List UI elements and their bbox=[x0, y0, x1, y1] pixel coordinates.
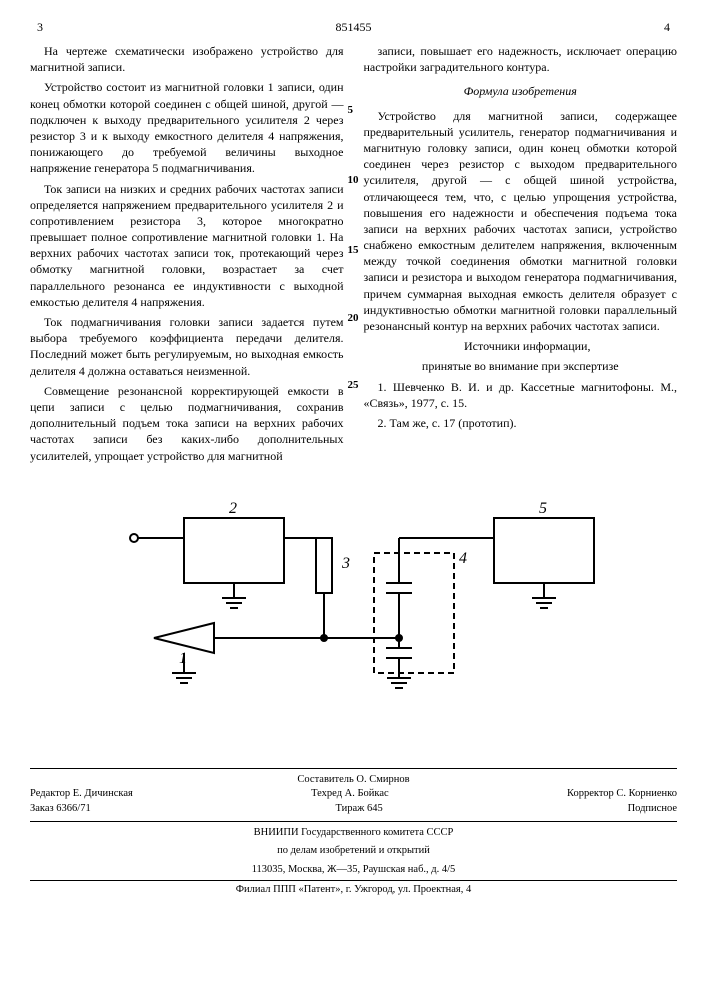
paragraph: На чертеже схематически изображено устро… bbox=[30, 43, 344, 75]
editor-label: Редактор Е. Дичинская bbox=[30, 787, 133, 802]
input-terminal-icon bbox=[130, 534, 138, 542]
org-line: по делам изобретений и открытий bbox=[30, 844, 677, 859]
paragraph: записи, повышает его надежность, исключа… bbox=[364, 43, 678, 75]
compiler-line: Составитель О. Смирнов bbox=[30, 773, 677, 788]
header-row: 3 851455 4 bbox=[30, 20, 677, 35]
left-column: На чертеже схематически изображено устро… bbox=[30, 43, 344, 468]
corrector-label: Корректор С. Корниенко bbox=[567, 787, 677, 802]
line-number: 5 bbox=[348, 103, 354, 118]
diagram-label: 2 bbox=[229, 500, 237, 517]
paragraph: Устройство для магнитной записи, содержа… bbox=[364, 108, 678, 335]
block-2 bbox=[184, 518, 284, 583]
source-item: 2. Там же, с. 17 (прототип). bbox=[364, 415, 678, 431]
org-line: ВНИИПИ Государственного комитета СССР bbox=[30, 826, 677, 841]
diagram-label: 3 bbox=[341, 555, 350, 572]
circuit-diagram: 1 2 3 4 5 bbox=[94, 498, 614, 728]
paragraph: Ток подмагничивания головки записи задае… bbox=[30, 314, 344, 379]
document-number: 851455 bbox=[50, 20, 657, 35]
address-line: 113035, Москва, Ж—35, Раушская наб., д. … bbox=[30, 863, 677, 878]
diagram-label: 4 bbox=[459, 550, 467, 567]
diagram-label: 5 bbox=[539, 500, 547, 517]
line-number: 15 bbox=[348, 243, 359, 258]
source-item: 1. Шевченко В. И. и др. Кассетные магнит… bbox=[364, 379, 678, 411]
page: 3 851455 4 На чертеже схематически изобр… bbox=[0, 0, 707, 918]
footer: Составитель О. Смирнов Редактор Е. Дичин… bbox=[30, 768, 677, 898]
formula-title: Формула изобретения bbox=[364, 83, 678, 99]
tirage-label: Тираж 645 bbox=[335, 802, 382, 817]
line-number: 25 bbox=[348, 378, 359, 393]
text-columns: На чертеже схематически изображено устро… bbox=[30, 43, 677, 468]
left-col-number: 3 bbox=[30, 20, 50, 35]
line-number: 20 bbox=[348, 311, 359, 326]
diagram-label: 1 bbox=[179, 650, 187, 667]
subscription-label: Подписное bbox=[628, 802, 677, 817]
divider-4-box bbox=[374, 553, 454, 673]
right-col-number: 4 bbox=[657, 20, 677, 35]
sources-subtitle: принятые во внимание при экспертизе bbox=[364, 358, 678, 374]
line-number: 10 bbox=[348, 173, 359, 188]
right-column: записи, повышает его надежность, исключа… bbox=[364, 43, 678, 468]
block-5 bbox=[494, 518, 594, 583]
paragraph: Совмещение резонансной корректирующей ем… bbox=[30, 383, 344, 464]
address-line: Филиал ППП «Патент», г. Ужгород, ул. Про… bbox=[30, 880, 677, 898]
sources-title: Источники информации, bbox=[364, 338, 678, 354]
techred-label: Техред А. Бойкас bbox=[311, 787, 389, 802]
order-label: Заказ 6366/71 bbox=[30, 802, 91, 817]
paragraph: Ток записи на низких и средних рабочих ч… bbox=[30, 181, 344, 311]
paragraph: Устройство состоит из магнитной головки … bbox=[30, 79, 344, 176]
resistor-3 bbox=[316, 538, 332, 593]
magnetic-head-icon bbox=[154, 623, 214, 653]
